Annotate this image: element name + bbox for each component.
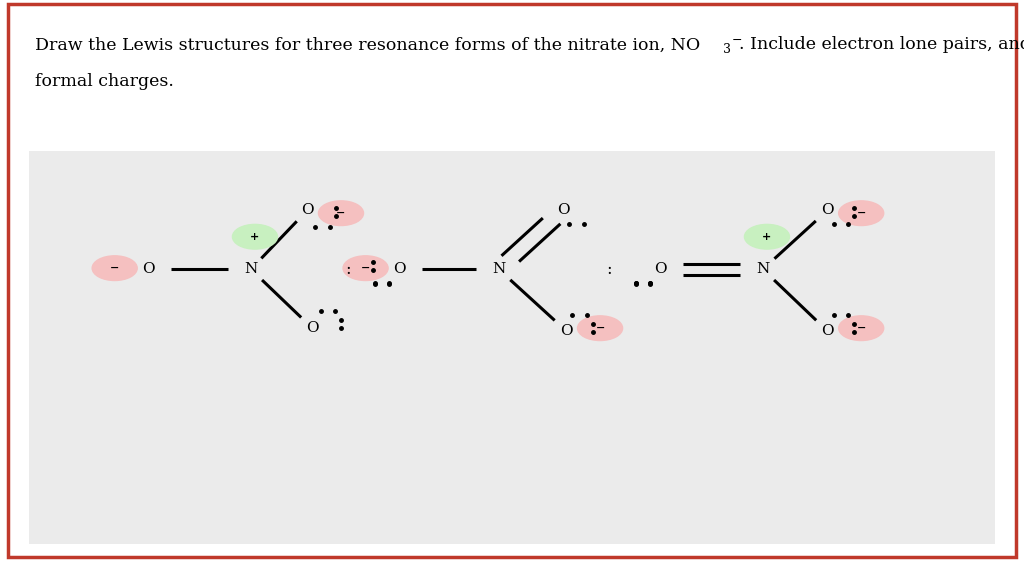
Text: N: N — [245, 263, 257, 276]
Circle shape — [232, 224, 278, 249]
Circle shape — [92, 256, 137, 280]
Circle shape — [318, 201, 364, 226]
Text: O: O — [393, 263, 406, 276]
Text: O: O — [301, 204, 313, 217]
Text: O: O — [560, 324, 572, 338]
Text: O: O — [821, 204, 834, 217]
Text: −: − — [856, 208, 866, 218]
Text: :: : — [606, 261, 612, 278]
Circle shape — [839, 316, 884, 341]
Circle shape — [839, 201, 884, 226]
Text: O: O — [142, 263, 155, 276]
Text: −: − — [336, 208, 346, 218]
Text: Draw the Lewis structures for three resonance forms of the nitrate ion, NO: Draw the Lewis structures for three reso… — [35, 36, 700, 53]
Text: O: O — [654, 263, 667, 276]
Text: −: − — [110, 263, 120, 273]
Text: O: O — [821, 324, 834, 338]
Text: −: − — [595, 323, 605, 333]
Text: O: O — [557, 204, 569, 217]
Circle shape — [343, 256, 388, 280]
Text: . Include electron lone pairs, and any: . Include electron lone pairs, and any — [739, 36, 1024, 53]
Text: +: + — [762, 232, 772, 242]
FancyBboxPatch shape — [29, 151, 995, 544]
Text: N: N — [757, 263, 769, 276]
Text: :: : — [345, 261, 351, 278]
Text: O: O — [306, 321, 318, 335]
Text: formal charges.: formal charges. — [35, 73, 174, 90]
Text: −: − — [732, 34, 742, 47]
Circle shape — [578, 316, 623, 341]
Text: N: N — [493, 263, 505, 276]
Text: 3: 3 — [723, 43, 731, 56]
Text: +: + — [250, 232, 260, 242]
Text: −: − — [360, 263, 371, 273]
Text: −: − — [856, 323, 866, 333]
Circle shape — [744, 224, 790, 249]
